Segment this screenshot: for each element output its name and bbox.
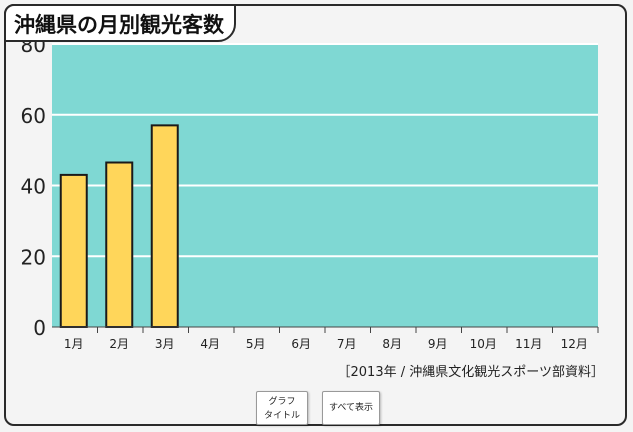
y-tick-label: 40 [21, 175, 46, 199]
x-tick-label: 1月 [64, 337, 84, 351]
x-tick-label: 8月 [382, 337, 402, 351]
title-tab: 沖縄県の月別観光客数 [4, 4, 236, 42]
bar-1月 [59, 173, 88, 328]
x-tick-label: 2月 [109, 337, 129, 351]
y-tick-label: 0 [33, 316, 46, 340]
x-tick-label: 3月 [155, 337, 175, 351]
y-tick-label: 20 [21, 245, 46, 269]
x-tick-label: 11月 [515, 337, 542, 351]
bar-2月 [105, 161, 134, 328]
chart-title: 沖縄県の月別観光客数 [14, 13, 224, 37]
show-all-button[interactable]: すべて表示 [322, 391, 380, 425]
gridlines [52, 43, 598, 258]
graph-title-button[interactable]: グラフ タイトル [256, 391, 308, 425]
x-tick-label: 4月 [200, 337, 220, 351]
x-tick-label: 6月 [291, 337, 311, 351]
source-note: ［2013年 / 沖縄県文化観光スポーツ部資料］ [338, 365, 604, 380]
x-axis: 1月 2月 3月 4月 5月 6月 7月 8月 9月 10月 11月 12月 [52, 326, 599, 351]
x-tick-label: 12月 [561, 337, 588, 351]
x-tick-label: 10月 [470, 337, 497, 351]
x-tick-label: 7月 [337, 337, 357, 351]
x-tick-label: 5月 [246, 337, 266, 351]
y-tick-label: 60 [21, 104, 46, 128]
bar-3月 [150, 124, 179, 328]
x-tick-label: 9月 [428, 337, 448, 351]
